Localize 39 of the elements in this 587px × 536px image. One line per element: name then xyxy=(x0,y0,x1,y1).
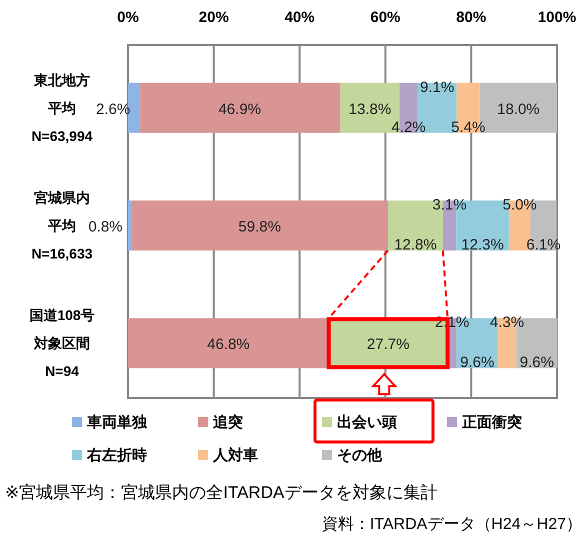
text: 資料：ITARDAデータ（H24～H27） xyxy=(322,515,582,533)
legend-label: 車両単独 xyxy=(86,414,148,431)
data-label: 6.1% xyxy=(526,236,561,254)
data-label: 18.0% xyxy=(497,100,540,118)
data-label: 4.3% xyxy=(490,314,524,332)
y-tick-label: 国道108号対象区間N=94 xyxy=(29,307,95,380)
bar xyxy=(139,82,340,133)
x-tick-label: 80% xyxy=(456,9,486,26)
bar xyxy=(131,200,388,250)
y-tick-label: 東北地方平均N=63,994 xyxy=(31,72,93,144)
data-label: 46.8% xyxy=(207,336,250,354)
data-label: 5.0% xyxy=(502,196,537,214)
bar xyxy=(128,200,132,250)
x-tick-label: 20% xyxy=(198,9,229,26)
legend-label: 右左折時 xyxy=(86,447,147,464)
legend-label: 出会い頭 xyxy=(337,414,397,431)
data-label: 5.4% xyxy=(451,118,486,136)
bar xyxy=(128,82,140,133)
x-tick-label: 100% xyxy=(538,9,576,26)
data-label: 3.1% xyxy=(432,196,467,214)
x-tick-label: 40% xyxy=(284,9,315,26)
data-label: 9.6% xyxy=(460,354,494,372)
data-label: 9.1% xyxy=(420,78,454,96)
data-label: 46.9% xyxy=(218,100,262,118)
x-tick-label: 60% xyxy=(370,9,400,26)
data-label: 12.3% xyxy=(461,236,504,254)
legend-label: 正面衝突 xyxy=(461,413,522,431)
data-label: 2.6% xyxy=(96,100,130,118)
data-label: 12.8% xyxy=(394,236,437,254)
data-label: 13.8% xyxy=(348,100,392,118)
data-label: 59.8% xyxy=(238,218,281,236)
legend-label: その他 xyxy=(337,447,383,464)
x-tick-label: 0% xyxy=(117,9,139,26)
data-label: 9.6% xyxy=(520,354,554,372)
legend-label: 追突 xyxy=(212,413,243,431)
data-label: 27.7% xyxy=(366,336,410,354)
text: ※宮城県平均：宮城県内の全ITARDAデータを対象に集計 xyxy=(5,483,438,502)
data-label: 4.2% xyxy=(391,118,426,136)
legend-label: 人対車 xyxy=(212,446,258,464)
